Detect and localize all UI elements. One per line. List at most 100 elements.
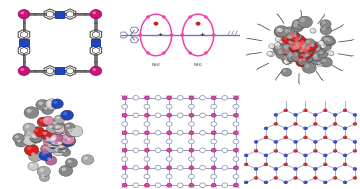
Circle shape [314, 114, 315, 115]
Circle shape [297, 42, 302, 45]
Circle shape [306, 46, 310, 49]
Circle shape [144, 104, 150, 109]
Circle shape [333, 176, 337, 179]
Circle shape [321, 43, 332, 51]
Circle shape [49, 136, 62, 146]
Circle shape [284, 109, 288, 112]
Circle shape [301, 57, 311, 65]
Circle shape [296, 46, 306, 54]
Circle shape [329, 52, 331, 53]
Circle shape [321, 35, 334, 46]
Circle shape [294, 141, 296, 142]
Circle shape [296, 36, 300, 40]
Text: NH$_2$: NH$_2$ [193, 61, 203, 69]
Circle shape [289, 44, 305, 56]
Circle shape [319, 41, 325, 46]
Circle shape [276, 37, 278, 39]
Circle shape [27, 146, 32, 150]
Circle shape [353, 176, 357, 179]
Circle shape [189, 52, 192, 54]
Circle shape [302, 48, 307, 51]
Circle shape [298, 41, 311, 52]
Circle shape [65, 127, 78, 137]
Text: +: + [199, 32, 204, 36]
Circle shape [49, 125, 53, 128]
Circle shape [155, 95, 161, 100]
Circle shape [353, 167, 357, 170]
Circle shape [177, 130, 183, 135]
Circle shape [200, 95, 206, 100]
Circle shape [155, 113, 161, 118]
Circle shape [303, 163, 307, 166]
Circle shape [50, 136, 55, 140]
Circle shape [204, 52, 207, 54]
Circle shape [50, 138, 54, 142]
Circle shape [155, 130, 161, 135]
Circle shape [294, 36, 306, 45]
Circle shape [62, 167, 66, 171]
Circle shape [274, 176, 278, 179]
Circle shape [301, 57, 311, 65]
Circle shape [314, 46, 326, 56]
Circle shape [289, 45, 299, 52]
Circle shape [269, 52, 274, 57]
Circle shape [354, 150, 355, 151]
Circle shape [312, 53, 322, 61]
Circle shape [291, 34, 301, 42]
Circle shape [298, 42, 312, 53]
Circle shape [122, 96, 127, 100]
Circle shape [294, 168, 296, 169]
Circle shape [274, 140, 278, 143]
Circle shape [54, 125, 59, 129]
Circle shape [58, 145, 62, 148]
Circle shape [296, 46, 305, 53]
Circle shape [189, 113, 194, 117]
Circle shape [275, 43, 281, 48]
Circle shape [284, 109, 286, 110]
Circle shape [298, 16, 312, 28]
Circle shape [343, 154, 347, 157]
Circle shape [144, 174, 150, 179]
Circle shape [46, 101, 57, 110]
Circle shape [323, 154, 327, 157]
Circle shape [34, 129, 39, 132]
Circle shape [291, 45, 302, 54]
Circle shape [166, 157, 172, 161]
Circle shape [255, 150, 256, 151]
Circle shape [292, 33, 302, 41]
Circle shape [322, 21, 326, 24]
Circle shape [211, 139, 217, 144]
Circle shape [314, 150, 315, 151]
Circle shape [284, 60, 287, 62]
Circle shape [234, 183, 238, 187]
Circle shape [301, 47, 313, 57]
Circle shape [49, 139, 54, 143]
Circle shape [133, 148, 139, 153]
Circle shape [211, 174, 217, 179]
Circle shape [314, 46, 325, 55]
Circle shape [28, 162, 39, 170]
Circle shape [314, 149, 317, 152]
Circle shape [52, 137, 56, 141]
Circle shape [318, 50, 328, 58]
Circle shape [300, 45, 312, 54]
Circle shape [211, 122, 217, 126]
Circle shape [327, 38, 336, 46]
Circle shape [281, 43, 296, 55]
Circle shape [295, 44, 300, 48]
Circle shape [297, 43, 301, 45]
Circle shape [61, 149, 71, 156]
Circle shape [25, 136, 30, 139]
Circle shape [122, 113, 127, 117]
Circle shape [292, 44, 304, 54]
Circle shape [293, 47, 296, 50]
Circle shape [353, 113, 357, 116]
Circle shape [265, 163, 266, 164]
Circle shape [334, 177, 335, 178]
Circle shape [211, 148, 216, 152]
Circle shape [299, 41, 314, 53]
Circle shape [299, 39, 312, 50]
Circle shape [50, 119, 63, 130]
Circle shape [300, 48, 303, 51]
Circle shape [292, 46, 297, 50]
